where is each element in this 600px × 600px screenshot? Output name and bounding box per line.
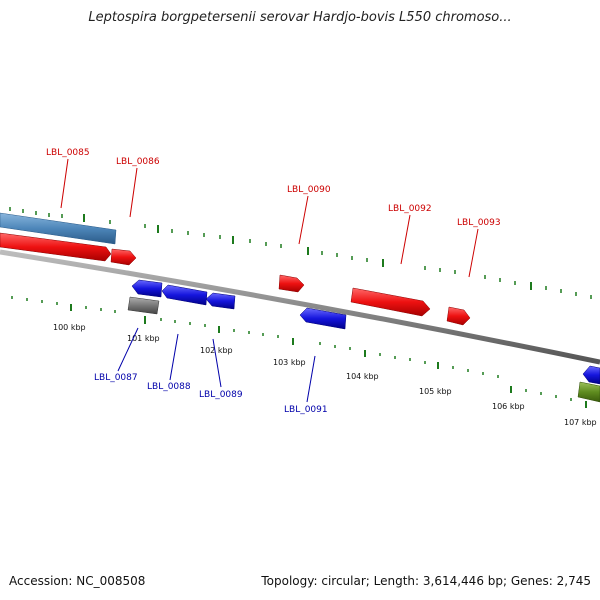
gene-lbl-0090[interactable]	[278, 274, 305, 293]
gene-lbl-0086[interactable]	[110, 248, 137, 266]
map-title: Leptospira borgpetersenii serovar Hardjo…	[88, 10, 512, 25]
gene-label-lbl-0093[interactable]: LBL_0093	[457, 218, 501, 228]
gene-label-lbl-0085[interactable]: LBL_0085	[46, 148, 90, 158]
gene-lbl-0091[interactable]	[299, 307, 347, 330]
gene-right-edge-blue[interactable]	[582, 365, 600, 385]
gene-lbl-0088[interactable]	[161, 284, 208, 306]
gene-lbl-0089[interactable]	[205, 292, 236, 310]
gene-lbl-0093[interactable]	[446, 306, 471, 326]
blue-region-feature[interactable]	[0, 212, 117, 245]
scale-label-102-kbp: 102 kbp	[200, 346, 233, 355]
accession-text: Accession: NC_008508	[9, 574, 146, 588]
scale-label-105-kbp: 105 kbp	[419, 387, 452, 396]
lower-tick-row	[11, 296, 587, 408]
label-leaders	[60, 158, 479, 403]
gene-label-lbl-0092[interactable]: LBL_0092	[388, 204, 432, 214]
gene-label-lbl-0091[interactable]: LBL_0091	[284, 405, 328, 415]
gene-lbl-0087[interactable]	[131, 279, 163, 298]
gene-label-lbl-0090[interactable]: LBL_0090	[287, 185, 331, 195]
scale-label-104-kbp: 104 kbp	[346, 372, 379, 381]
scale-label-107-kbp: 107 kbp	[564, 418, 597, 427]
genome-summary-text: Topology: circular; Length: 3,614,446 bp…	[261, 574, 591, 588]
gray-feature[interactable]	[127, 296, 160, 315]
gene-lbl-0092[interactable]	[350, 287, 431, 317]
upper-tick-row	[9, 207, 592, 299]
gene-lbl-0085[interactable]	[0, 232, 112, 262]
gene-label-lbl-0089[interactable]: LBL_0089	[199, 390, 243, 400]
genome-backbone	[0, 249, 600, 365]
gene-label-lbl-0087[interactable]: LBL_0087	[94, 373, 138, 383]
gene-label-lbl-0088[interactable]: LBL_0088	[147, 382, 191, 392]
scale-label-101-kbp: 101 kbp	[127, 334, 160, 343]
scale-label-106-kbp: 106 kbp	[492, 402, 525, 411]
green-region-feature[interactable]	[577, 381, 600, 403]
scale-label-100-kbp: 100 kbp	[53, 323, 86, 332]
gene-label-lbl-0086[interactable]: LBL_0086	[116, 157, 160, 167]
scale-label-103-kbp: 103 kbp	[273, 358, 306, 367]
